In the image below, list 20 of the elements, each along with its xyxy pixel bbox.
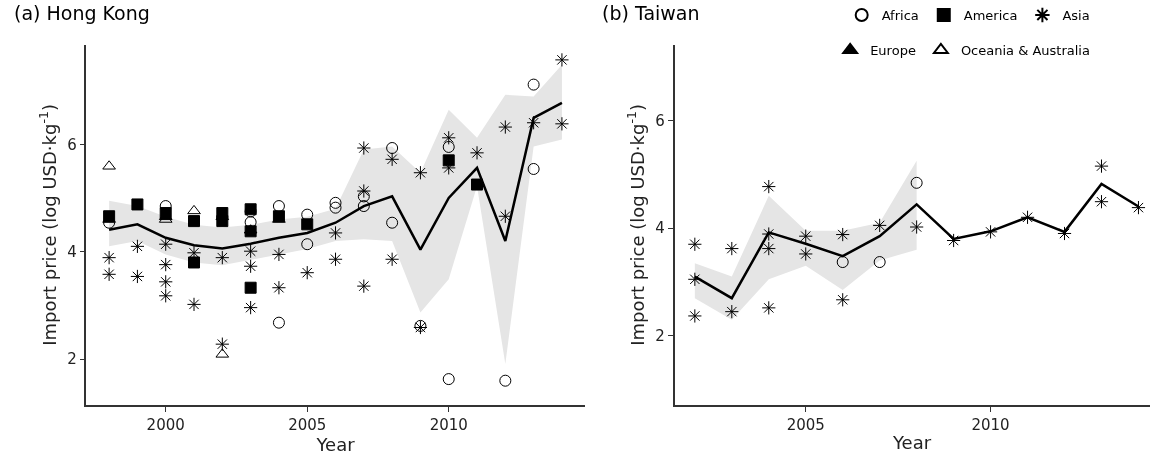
x-tick-label: 2010 bbox=[429, 415, 468, 434]
y-tick-label: 6 bbox=[655, 111, 665, 130]
x-axis-title: Year bbox=[315, 433, 356, 455]
y-tick-label: 6 bbox=[67, 135, 77, 154]
y-tick-label: 2 bbox=[67, 350, 77, 369]
legend-label: Africa bbox=[881, 8, 919, 24]
legend-label: America bbox=[963, 8, 1018, 24]
legend-label: Europe bbox=[870, 43, 916, 59]
chart-title: (b) Taiwan bbox=[602, 2, 700, 24]
legend-label: Oceania & Australia bbox=[960, 43, 1090, 59]
y-tick-label: 4 bbox=[67, 242, 77, 261]
legend-label: Asia bbox=[1062, 8, 1090, 24]
y-tick-label: 4 bbox=[655, 219, 665, 238]
x-tick-label: 2000 bbox=[146, 415, 185, 434]
x-tick-label: 2005 bbox=[288, 415, 327, 434]
y-tick-label: 2 bbox=[655, 327, 665, 346]
x-axis-title: Year bbox=[891, 432, 932, 454]
chart-title: (a) Hong Kong bbox=[14, 2, 150, 24]
x-tick-label: 2010 bbox=[971, 415, 1010, 434]
x-tick-label: 2005 bbox=[786, 415, 825, 434]
